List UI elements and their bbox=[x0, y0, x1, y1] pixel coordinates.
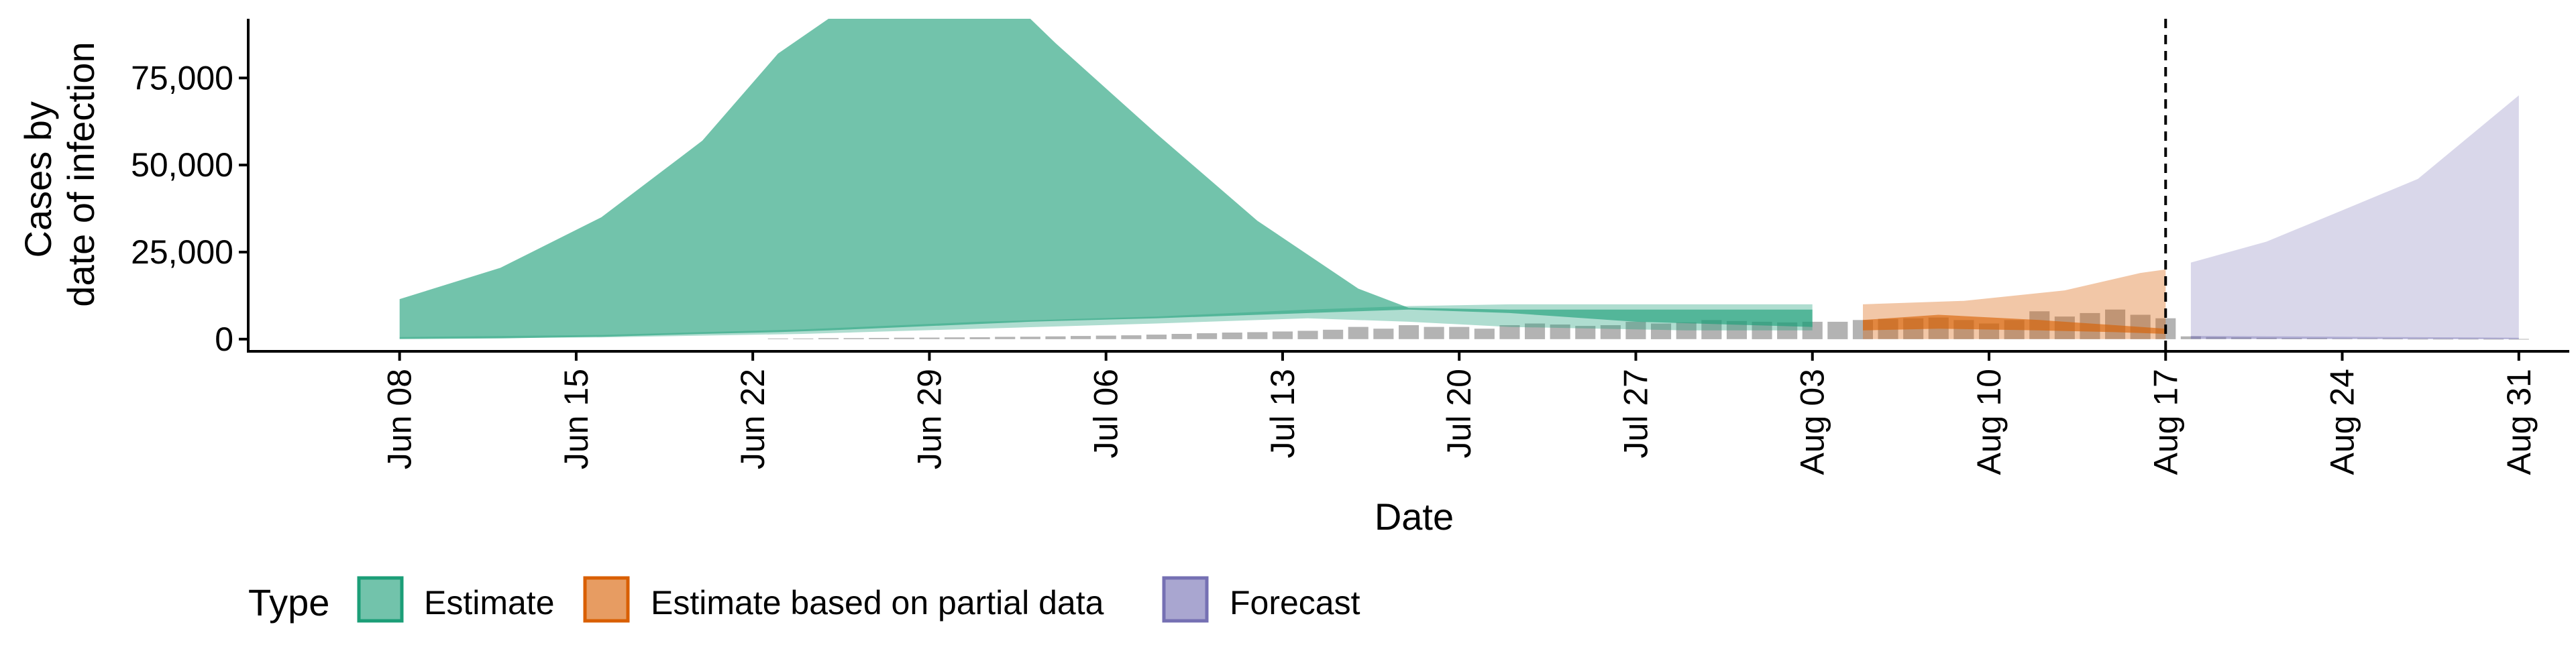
observed-bar bbox=[919, 337, 940, 339]
band-estimate-inner bbox=[399, 304, 1813, 339]
observed-bar bbox=[1525, 323, 1546, 339]
observed-bar bbox=[1272, 331, 1293, 339]
x-tick-label: Jul 20 bbox=[1440, 369, 1478, 458]
legend-key-estimate-based-on-partial-data bbox=[583, 576, 630, 623]
x-tick-label: Aug 03 bbox=[1794, 369, 1831, 475]
observed-bar bbox=[2508, 339, 2529, 340]
observed-bar bbox=[1827, 321, 1848, 339]
observed-bar bbox=[1550, 325, 1570, 339]
estimate-bands bbox=[399, 19, 2519, 339]
x-axis-ticks: Jun 08 Jun 15 Jun 22 Jun 29 Jul 06 Jul 13 Jul … bbox=[381, 351, 2538, 475]
observed-bar bbox=[1197, 333, 1218, 339]
observed-bar bbox=[1625, 321, 1646, 339]
legend: Type Estimate Estimate based on partial d… bbox=[248, 576, 1360, 624]
band-forecast-outer bbox=[2190, 95, 2519, 339]
observed-bar bbox=[869, 338, 890, 339]
observed-bar bbox=[1095, 335, 1116, 339]
observed-bar bbox=[1600, 325, 1621, 339]
band-estimate-outer bbox=[399, 19, 1813, 339]
observed-bar bbox=[969, 337, 990, 339]
observed-bar bbox=[1045, 336, 1066, 339]
legend-label: Estimate based on partial data bbox=[651, 584, 1104, 622]
y-tick-label: 50,000 bbox=[131, 146, 233, 184]
observed-bar bbox=[2282, 338, 2302, 339]
observed-bar bbox=[1651, 323, 1672, 339]
y-tick-label: 25,000 bbox=[131, 233, 233, 271]
y-axis-title: Cases by date of infection bbox=[17, 42, 102, 306]
x-tick-label: Jun 08 bbox=[381, 369, 419, 469]
observed-bar bbox=[995, 337, 1016, 339]
observed-bar bbox=[945, 337, 965, 339]
x-tick-label: Jul 27 bbox=[1617, 369, 1655, 458]
y-axis-title-line-2: date of infection bbox=[60, 42, 102, 306]
observed-bar bbox=[1373, 329, 1394, 339]
x-tick-label: Jul 13 bbox=[1264, 369, 1301, 458]
x-tick-label: Aug 31 bbox=[2500, 369, 2538, 475]
observed-bar bbox=[2105, 309, 2126, 339]
observed-bar bbox=[2256, 337, 2277, 339]
y-tick-label: 0 bbox=[215, 320, 233, 358]
x-axis-title: Date bbox=[1375, 495, 1454, 538]
x-tick-label: Jun 15 bbox=[557, 369, 595, 469]
observed-bar bbox=[2306, 338, 2327, 339]
observed-bar bbox=[1323, 329, 1344, 339]
x-tick-label: Jun 29 bbox=[910, 369, 948, 469]
axes bbox=[247, 19, 2569, 353]
observed-bar bbox=[2231, 337, 2252, 339]
observed-bar bbox=[1449, 327, 1470, 339]
observed-bar bbox=[2180, 336, 2201, 339]
observed-bar bbox=[1146, 335, 1167, 339]
observed-bar bbox=[1575, 326, 1596, 339]
band-estimate-based-on-partial-data-inner bbox=[1863, 314, 2166, 334]
observed-bar bbox=[894, 337, 914, 339]
observed-bar bbox=[1020, 337, 1040, 339]
observed-bar bbox=[1399, 325, 1419, 339]
observed-bar bbox=[1676, 322, 1697, 339]
y-axis-title-line-1: Cases by bbox=[17, 101, 59, 257]
legend-key-forecast bbox=[1162, 576, 1209, 623]
observed-bar bbox=[1222, 333, 1242, 339]
y-axis-ticks: 0 25,000 50,000 75,000 bbox=[131, 59, 248, 358]
x-tick-label: Jun 22 bbox=[734, 369, 771, 469]
observed-bar bbox=[1171, 334, 1192, 339]
observed-bar bbox=[1474, 329, 1495, 339]
observed-bar bbox=[1071, 336, 1091, 339]
x-tick-label: Aug 17 bbox=[2147, 369, 2184, 475]
legend-title: Type bbox=[248, 581, 329, 624]
legend-label: Forecast bbox=[1230, 584, 1360, 622]
observed-bar bbox=[1348, 327, 1368, 339]
observed-bar bbox=[1297, 331, 1318, 339]
observed-bar bbox=[1499, 325, 1520, 339]
legend-entries: Estimate Estimate based on partial data Fo… bbox=[357, 576, 1360, 623]
observed-bar bbox=[1247, 332, 1268, 339]
observed-bar bbox=[1121, 335, 1142, 339]
observed-bar bbox=[818, 338, 839, 339]
legend-label: Estimate bbox=[424, 584, 555, 622]
x-tick-label: Aug 24 bbox=[2324, 369, 2361, 475]
legend-key-estimate bbox=[357, 576, 404, 623]
observed-bar bbox=[2206, 337, 2226, 339]
x-tick-label: Aug 10 bbox=[1970, 369, 2008, 475]
observed-bar bbox=[1424, 327, 1444, 339]
observed-bar bbox=[843, 338, 864, 339]
band-forecast-inner bbox=[2190, 336, 2519, 339]
x-tick-label: Jul 06 bbox=[1087, 369, 1125, 458]
y-tick-label: 75,000 bbox=[131, 59, 233, 97]
